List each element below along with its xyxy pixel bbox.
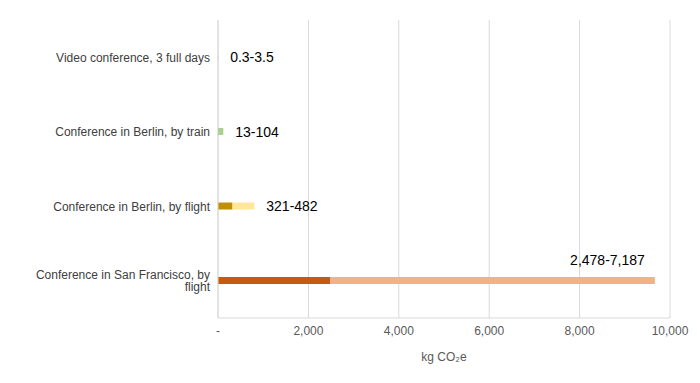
svg-text:Conference in Berlin, by train: Conference in Berlin, by train <box>55 125 210 139</box>
svg-text:6,000: 6,000 <box>474 324 504 338</box>
svg-text:-: - <box>216 324 220 338</box>
svg-text:Conference in San Francisco, b: Conference in San Francisco, byflight <box>36 268 211 294</box>
svg-text:Conference in Berlin, by fligh: Conference in Berlin, by flight <box>53 200 210 214</box>
svg-text:8,000: 8,000 <box>565 324 595 338</box>
svg-text:kg CO₂e: kg CO₂e <box>421 350 467 364</box>
svg-text:0.3-3.5: 0.3-3.5 <box>230 49 274 65</box>
svg-text:Video conference, 3 full days: Video conference, 3 full days <box>56 51 210 65</box>
svg-text:13-104: 13-104 <box>235 124 279 140</box>
svg-text:4,000: 4,000 <box>384 324 414 338</box>
svg-text:2,000: 2,000 <box>293 324 323 338</box>
svg-text:321-482: 321-482 <box>266 198 318 214</box>
svg-text:2,478-7,187: 2,478-7,187 <box>570 252 645 268</box>
svg-text:10,000: 10,000 <box>652 324 689 338</box>
